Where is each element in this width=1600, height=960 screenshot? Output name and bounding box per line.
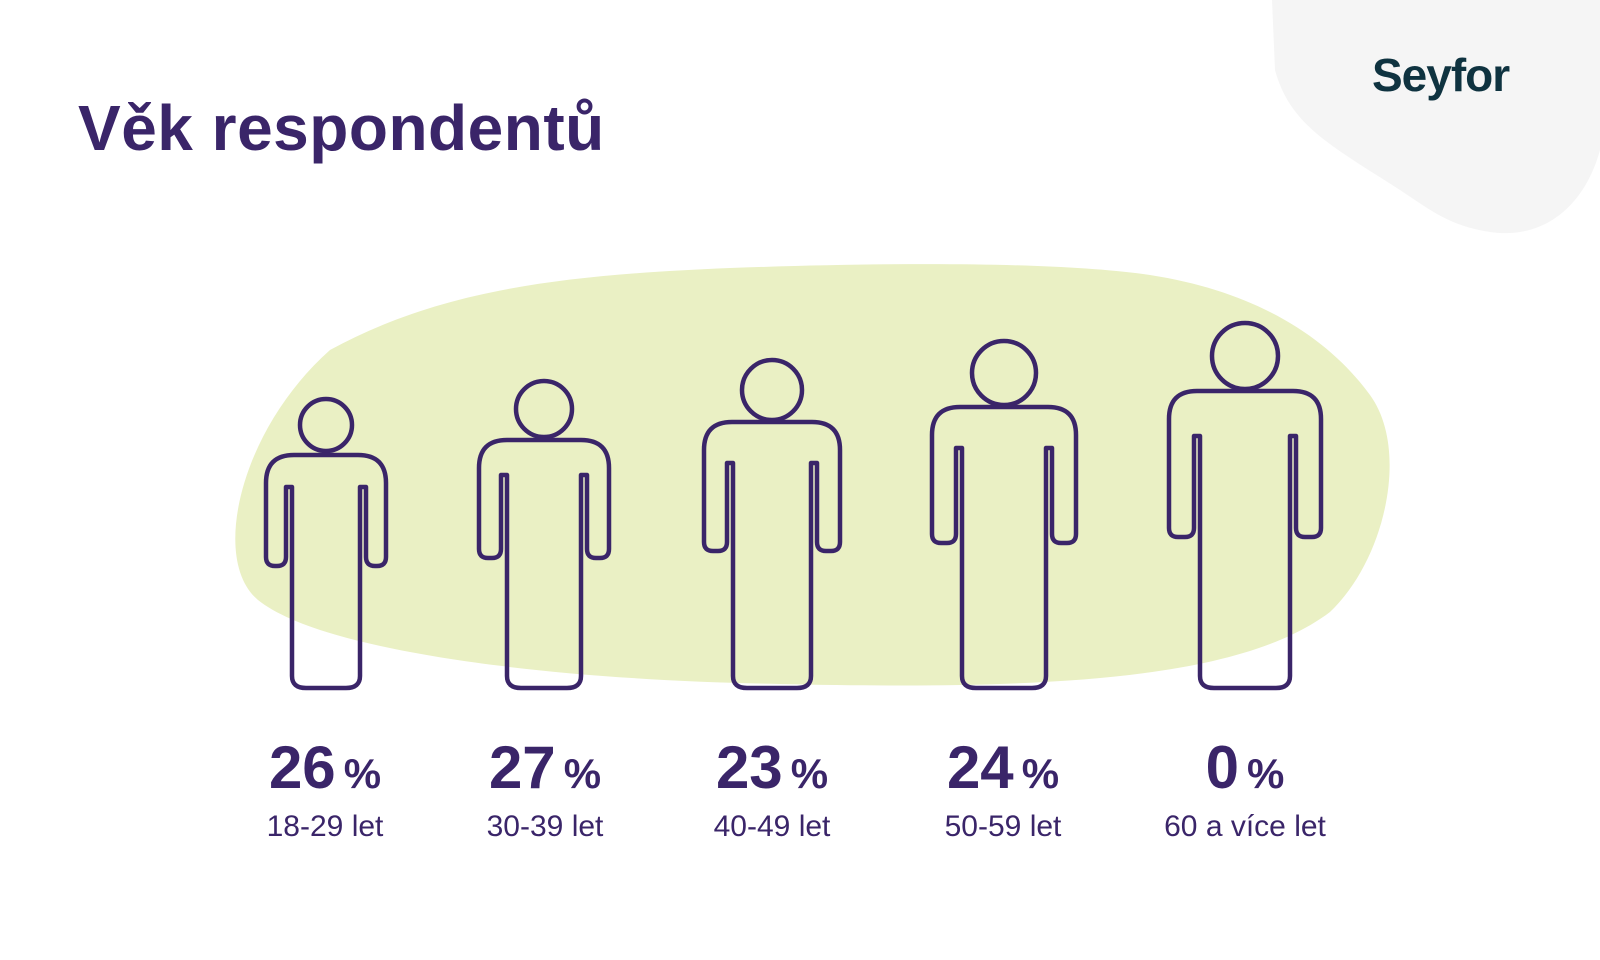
seyfor-logo: Seyfor [1372, 49, 1510, 101]
age-label: 50-59 let [944, 810, 1062, 843]
person-body [929, 404, 1079, 691]
age-group-18-29: 26% 18-29 let [195, 738, 455, 844]
percent-sign: % [790, 750, 829, 797]
percentage-value: 0 [1205, 734, 1239, 801]
person-icon [929, 338, 1079, 691]
person-icon [1166, 320, 1324, 691]
percent-sign: % [343, 750, 382, 797]
age-group-40-49: 23% 40-49 let [642, 738, 902, 844]
person-body [263, 452, 389, 691]
person-icon [263, 396, 389, 691]
percentage-value: 24 [946, 734, 1014, 801]
person-head [297, 396, 355, 454]
age-label: 30-39 let [486, 810, 604, 843]
person-body [701, 419, 843, 691]
person-body [476, 437, 612, 691]
page-title: Věk respondentů [78, 92, 605, 164]
percent-sign: % [1021, 750, 1060, 797]
age-group-50-59: 24% 50-59 let [873, 738, 1133, 844]
corner-decoration [1272, 0, 1600, 234]
percentage-value: 27 [488, 734, 556, 801]
person-icon [701, 357, 843, 691]
person-icon [476, 378, 612, 691]
percentage-value: 23 [715, 734, 783, 801]
person-body [1166, 388, 1324, 691]
percent-sign: % [563, 750, 602, 797]
person-head [513, 378, 575, 440]
age-group-60-plus: 0% 60 a více let [1115, 738, 1375, 844]
age-label: 18-29 let [266, 810, 384, 843]
age-label: 60 a více let [1164, 810, 1326, 843]
age-label: 40-49 let [713, 810, 831, 843]
percentage-value: 26 [268, 734, 336, 801]
percent-sign: % [1247, 750, 1285, 797]
age-group-30-39: 27% 30-39 let [415, 738, 675, 844]
